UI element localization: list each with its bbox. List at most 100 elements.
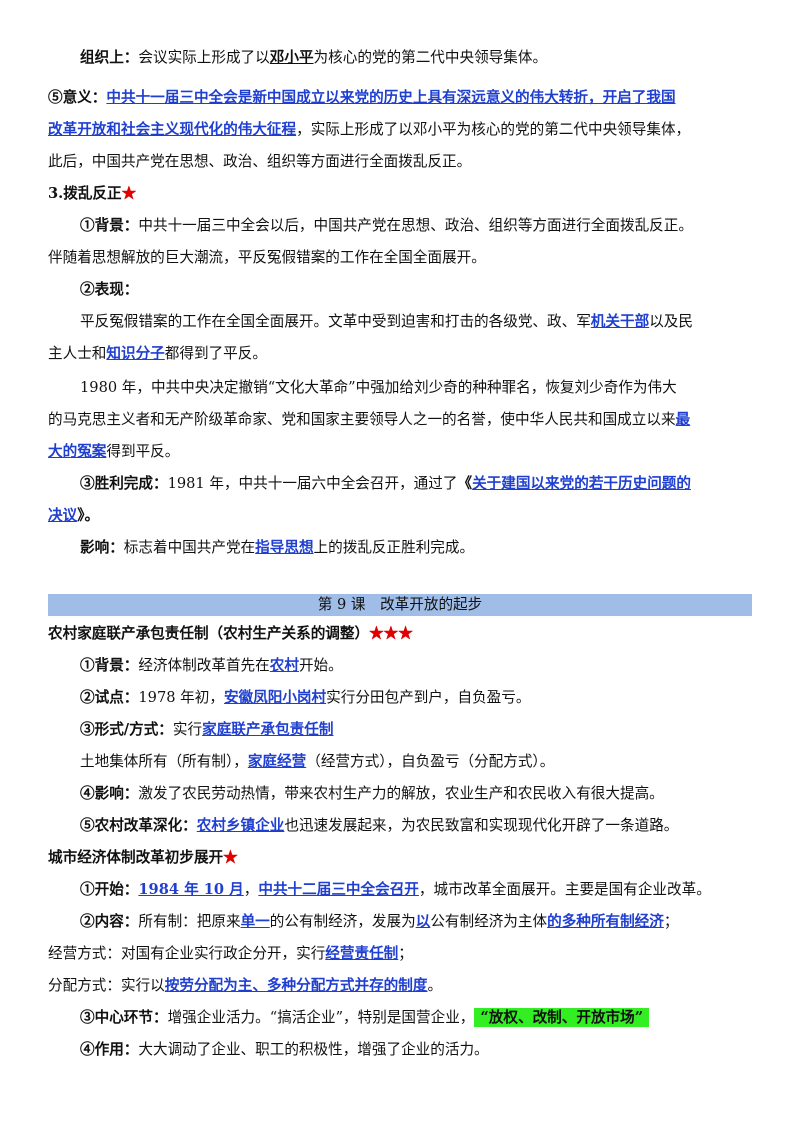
text: 公有制经济为主体 <box>430 913 548 930</box>
urban-content: ②内容：所有制：把原来单一的公有制经济，发展为以公有制经济为主体的多种所有制经济… <box>80 910 788 934</box>
highlight: 农村乡镇企业 <box>196 817 285 834</box>
highlight: 经营责任制 <box>325 945 399 962</box>
organization-line: 组织上：会议实际上形成了以邓小平为核心的党的第二代中央领导集体。 <box>80 46 788 70</box>
highlight: 中共十一届三中全会是新中国成立以来党的历史上具有深远意义的伟大转折，开启了我国 <box>106 89 676 106</box>
label: ①背景： <box>80 657 139 674</box>
text: 的公有制经济，发展为 <box>269 913 416 930</box>
highlight: 家庭经营 <box>247 753 307 770</box>
label: ②内容： <box>80 913 139 930</box>
text: 会议实际上形成了以 <box>138 49 270 66</box>
text: 实行 <box>172 721 203 738</box>
highlight: 决议 <box>48 507 78 524</box>
rural-background: ①背景：经济体制改革首先在农村开始。 <box>80 654 788 678</box>
label-performance: ②表现： <box>80 278 788 302</box>
text: 标志着中国共产党在 <box>123 539 256 556</box>
text: 上的拨乱反正胜利完成。 <box>313 539 475 556</box>
highlight: 知识分子 <box>106 345 165 362</box>
text: 平反冤假错案的工作在全国全面展开。文革中受到迫害和打击的各级党、政、军 <box>80 313 591 330</box>
highlight: 中共十二届三中全会召开 <box>258 881 419 898</box>
section-heading-boluan: 3.拨乱反正★ <box>48 182 756 206</box>
completion-line-1: ③胜利完成：1981 年，中共十一届六中全会召开，通过了《关于建国以来党的若干历… <box>80 472 788 496</box>
urban-start: ①开始：1984 年 10 月，中共十二届三中全会召开，城市改革全面展开。主要是… <box>80 878 788 902</box>
section-heading-rural: 农村家庭联产承包责任制（农村生产关系的调整）★★★ <box>48 622 756 646</box>
label: ①开始： <box>80 881 139 898</box>
lesson-title-bar: 第 9 课 改革开放的起步 <box>48 594 752 616</box>
text: ， <box>243 881 259 898</box>
influence-line: 影响：标志着中国共产党在指导思想上的拨乱反正胜利完成。 <box>80 536 788 560</box>
liu-shaoqi-line-1: 1980 年，中共中央决定撤销“文化大革命”中强加给刘少奇的种种罪名，恢复刘少奇… <box>80 376 788 400</box>
significance-line-1: ⑤意义：中共十一届三中全会是新中国成立以来党的历史上具有深远意义的伟大转折，开启… <box>48 86 756 110</box>
performance-line-2: 主人士和知识分子都得到了平反。 <box>48 342 756 366</box>
rural-pilot: ②试点：1978 年初，安徽凤阳小岗村实行分田包产到户，自负盈亏。 <box>80 686 788 710</box>
text: 实行分田包产到户，自负盈亏。 <box>326 689 531 706</box>
text: 分配方式：实行以 <box>48 977 165 994</box>
rural-influence: ④影响：激发了农民劳动热情，带来农村生产力的解放，农业生产和农民收入有很大提高。 <box>80 782 788 806</box>
text: 经营方式：对国有企业实行政企分开，实行 <box>48 945 326 962</box>
star-icon: ★ <box>121 185 137 202</box>
label-significance: ⑤意义： <box>48 89 107 106</box>
label: ⑤农村改革深化： <box>80 817 197 834</box>
heading-text: 城市经济体制改革初步展开 <box>48 849 224 866</box>
text: 中共十一届三中全会以后，中国共产党在思想、政治、组织等方面进行全面拨乱反正。 <box>138 217 693 234</box>
highlight: 1984 年 10 月 <box>138 881 244 898</box>
text: 此后，中国共产党在思想、政治、组织等方面进行全面拨乱反正。 <box>48 153 472 170</box>
text: ，城市改革全面展开。主要是国有企业改革。 <box>418 881 711 898</box>
highlight: 单一 <box>240 913 270 930</box>
highlight: 关于建国以来党的若干历史问题的 <box>472 475 691 492</box>
text: 经济体制改革首先在 <box>138 657 270 674</box>
text: 开始。 <box>298 657 343 674</box>
text: 土地集体所有（所有制）， <box>80 753 248 770</box>
text: 1978 年初， <box>138 689 224 706</box>
label: ④影响： <box>80 785 139 802</box>
label-completion: ③胜利完成： <box>80 475 168 492</box>
highlight: 机关干部 <box>590 313 650 330</box>
highlight: 指导思想 <box>255 539 314 556</box>
text: 大大调动了企业、职工的积极性，增强了企业的活力。 <box>138 1041 489 1058</box>
heading-text: 农村家庭联产承包责任制（农村生产关系的调整） <box>48 625 370 642</box>
text: 1981 年，中共十一届六中全会召开，通过了 <box>167 475 458 492</box>
star-icon: ★ <box>223 849 238 866</box>
rural-deepening: ⑤农村改革深化：农村乡镇企业也迅速发展起来，为农民致富和实现现代化开辟了一条道路… <box>80 814 788 838</box>
text: ，实际上形成了以邓小平为核心的党的第二代中央领导集体， <box>296 121 691 138</box>
label: ③形式/方式： <box>80 721 173 738</box>
label: ③中心环节： <box>80 1009 168 1026</box>
text: ； <box>398 945 413 962</box>
text: 的马克思主义者和无产阶级革命家、党和国家主要领导人之一的名誉，使中华人民共和国成… <box>48 411 676 428</box>
highlight: 的多种所有制经济 <box>547 913 664 930</box>
label-organization: 组织上： <box>80 49 139 66</box>
highlight: 大的冤案 <box>48 443 107 460</box>
urban-effect: ④作用：大大调动了企业、职工的积极性，增强了企业的活力。 <box>80 1038 788 1062</box>
liu-shaoqi-line-3: 大的冤案得到平反。 <box>48 440 756 464</box>
green-marked-phrase: “放权、改制、开放市场” <box>474 1008 650 1027</box>
text: 》。 <box>77 507 100 524</box>
highlight: 改革开放和社会主义现代化的伟大征程 <box>48 121 297 138</box>
text: （经营方式），自负盈亏（分配方式）。 <box>306 753 555 770</box>
text: 为核心的党的第二代中央领导集体。 <box>313 49 548 66</box>
highlight: 家庭联产承包责任制 <box>202 721 334 738</box>
text: 都得到了平反。 <box>164 345 267 362</box>
text: 激发了农民劳动热情，带来农村生产力的解放，农业生产和农民收入有很大提高。 <box>138 785 664 802</box>
background-line-1: ①背景：中共十一届三中全会以后，中国共产党在思想、政治、组织等方面进行全面拨乱反… <box>80 214 788 238</box>
text: 也迅速发展起来，为农民致富和实现现代化开辟了一条道路。 <box>284 817 679 834</box>
text: 得到平反。 <box>106 443 180 460</box>
label: ②试点： <box>80 689 139 706</box>
text: 伴随着思想解放的巨大潮流，平反冤假错案的工作在全国全面展开。 <box>48 249 486 266</box>
significance-line-2: 改革开放和社会主义现代化的伟大征程，实际上形成了以邓小平为核心的党的第二代中央领… <box>48 118 756 142</box>
urban-management: 经营方式：对国有企业实行政企分开，实行经营责任制； <box>48 942 756 966</box>
label: ④作用： <box>80 1041 139 1058</box>
label-influence: 影响： <box>80 539 124 556</box>
star-icon: ★★★ <box>369 625 413 642</box>
text: 增强企业活力。“搞活企业”，特别是国营企业， <box>167 1009 475 1026</box>
text: 。 <box>427 977 443 994</box>
liu-shaoqi-line-2: 的马克思主义者和无产阶级革命家、党和国家主要领导人之一的名誉，使中华人民共和国成… <box>48 408 756 432</box>
urban-core: ③中心环节：增强企业活力。“搞活企业”，特别是国营企业， “放权、改制、开放市场” <box>80 1006 788 1030</box>
urban-distribution: 分配方式：实行以按劳分配为主、多种分配方式并存的制度。 <box>48 974 756 998</box>
rural-form: ③形式/方式：实行家庭联产承包责任制 <box>80 718 788 742</box>
heading-text: 3.拨乱反正 <box>48 185 122 202</box>
text: 1980 年，中共中央决定撤销“文化大革命”中强加给刘少奇的种种罪名，恢复刘少奇… <box>80 379 677 396</box>
deng-xiaoping: 邓小平 <box>269 49 314 66</box>
text: 所有制：把原来 <box>138 913 241 930</box>
text: 以及民 <box>649 313 693 330</box>
text: 《 <box>457 475 473 492</box>
